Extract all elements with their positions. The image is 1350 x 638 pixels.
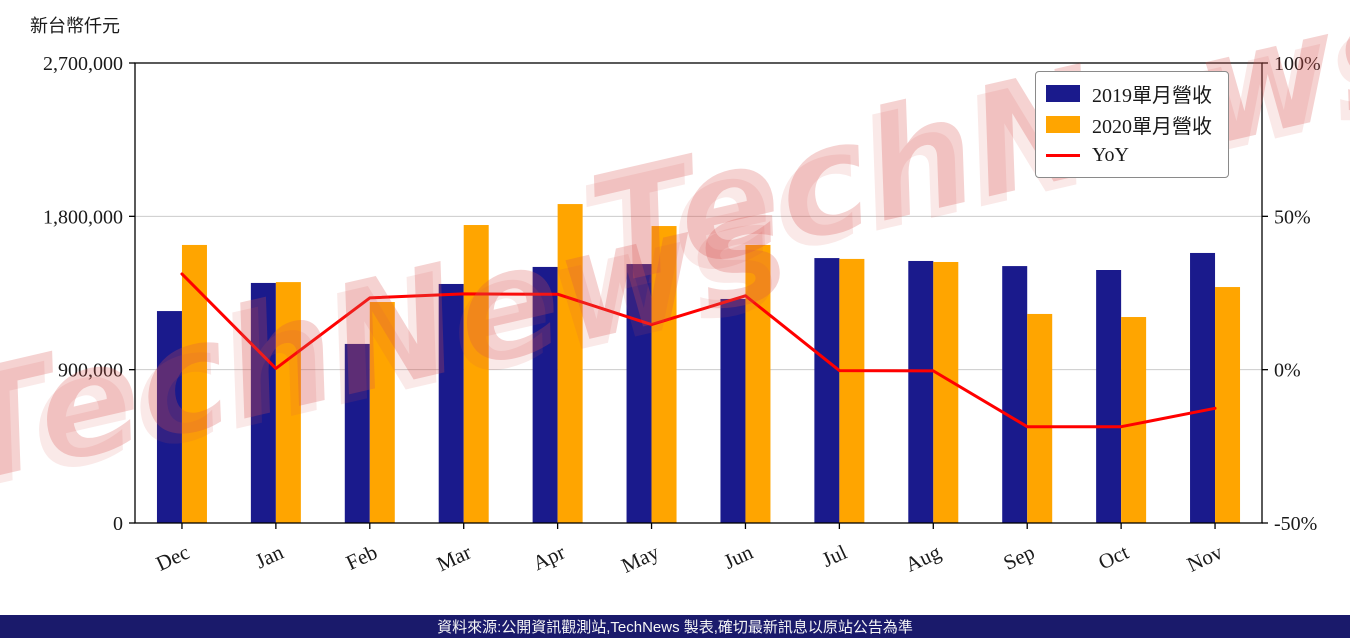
bar-Aug-series0 (908, 260, 934, 523)
bar-Jul-series0 (814, 258, 840, 523)
bar-Sep-series0 (1002, 266, 1028, 523)
svg-text:1,800,000: 1,800,000 (43, 206, 123, 228)
bar-Dec-series1 (181, 244, 207, 523)
bar-Aug-series1 (933, 261, 959, 523)
footer-source-text: 資料來源:公開資訊觀測站,TechNews 製表,確切最新訊息以原站公告為準 (437, 619, 913, 636)
bar-May-series0 (626, 264, 652, 523)
yoy-line (180, 272, 1217, 429)
x-tick-Dec: Dec (152, 540, 193, 576)
bar-Nov-series1 (1215, 287, 1241, 523)
bar-Oct-series1 (1121, 317, 1147, 523)
bar-Nov-series0 (1190, 252, 1216, 524)
legend-item-2020: 2020單月營收 (1046, 110, 1212, 139)
bar-Jun-series1 (745, 244, 771, 523)
bar-Apr-series1 (557, 204, 583, 524)
x-tick-May: May (618, 540, 663, 578)
svg-text:0%: 0% (1274, 360, 1301, 382)
x-axis-labels: Dec Jan Feb Mar Apr May Jun Jul Aug Sep Oct Nov (152, 523, 1227, 578)
x-tick-Oct: Oct (1095, 540, 1133, 575)
chart-legend: 2019單月營收 2020單月營收 YoY (1035, 71, 1229, 178)
svg-text:0: 0 (113, 513, 123, 535)
y-axis-unit-label: 新台幣仟元 (30, 16, 120, 36)
legend-label-2020: 2020單月營收 (1092, 116, 1212, 138)
bar-Feb-series0 (344, 343, 370, 523)
x-tick-Mar: Mar (433, 540, 475, 577)
legend-swatch-2020 (1046, 116, 1080, 133)
bar-Sep-series1 (1027, 313, 1053, 523)
x-tick-Nov: Nov (1183, 540, 1226, 577)
svg-text:50%: 50% (1274, 206, 1311, 228)
right-axis-labels: -50% 0% 50% 100% (1262, 53, 1321, 535)
bar-Oct-series0 (1096, 270, 1122, 523)
x-tick-Jul: Jul (818, 540, 851, 572)
legend-label-2019: 2019單月營收 (1092, 85, 1212, 107)
x-tick-Sep: Sep (1000, 540, 1039, 575)
left-axis-labels: 0 900,000 1,800,000 2,700,000 (43, 53, 135, 535)
svg-text:900,000: 900,000 (58, 360, 123, 382)
footer-bar: 資料來源:公開資訊觀測站,TechNews 製表,確切最新訊息以原站公告為準 (0, 615, 1350, 638)
x-tick-Jun: Jun (720, 540, 757, 574)
legend-yoy-line-icon (1046, 154, 1080, 157)
svg-text:100%: 100% (1274, 53, 1321, 75)
bar-Mar-series1 (463, 225, 489, 523)
bar-Feb-series1 (369, 302, 395, 523)
bar-Jun-series0 (720, 298, 746, 523)
bars-0 (156, 252, 1216, 524)
monthly-revenue-chart: 0 900,000 1,800,000 2,700,000 -50% 0% 50% 100% D… (43, 53, 1321, 578)
bars-1 (181, 204, 1241, 524)
svg-text:-50%: -50% (1274, 513, 1317, 535)
bar-Jan-series1 (275, 282, 301, 523)
bar-Dec-series0 (156, 311, 182, 523)
x-tick-Aug: Aug (901, 540, 944, 577)
legend-item-yoy: YoY (1046, 141, 1212, 170)
bar-Jan-series0 (250, 282, 276, 523)
plot-border (134, 62, 1263, 524)
legend-item-2019: 2019單月營收 (1046, 79, 1212, 108)
svg-text:2,700,000: 2,700,000 (43, 53, 123, 75)
x-tick-Feb: Feb (342, 540, 381, 575)
bar-Jul-series1 (839, 258, 865, 523)
x-tick-Jan: Jan (251, 540, 287, 574)
bar-May-series1 (651, 226, 677, 524)
bar-Mar-series0 (438, 283, 464, 523)
x-tick-Apr: Apr (529, 540, 569, 576)
bar-Apr-series0 (532, 266, 558, 523)
legend-label-yoy: YoY (1092, 144, 1129, 166)
legend-swatch-2019 (1046, 85, 1080, 102)
